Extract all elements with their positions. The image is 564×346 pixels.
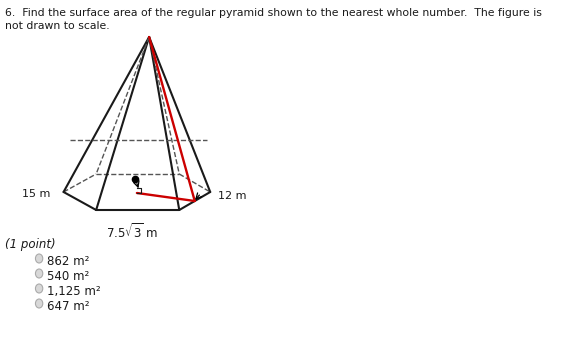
Text: 862 m²: 862 m² [47,255,90,268]
Text: $7.5\sqrt{3}$ m: $7.5\sqrt{3}$ m [106,222,158,241]
Text: 647 m²: 647 m² [47,300,90,313]
Text: 15 m: 15 m [22,189,51,199]
Circle shape [36,284,43,293]
Circle shape [36,254,43,263]
Text: 540 m²: 540 m² [47,270,90,283]
Text: 12 m: 12 m [218,191,246,201]
Text: 1,125 m²: 1,125 m² [47,285,101,298]
Circle shape [36,269,43,278]
Text: (1 point): (1 point) [5,238,55,251]
Text: 6.  Find the surface area of the regular pyramid shown to the nearest whole numb: 6. Find the surface area of the regular … [5,8,542,18]
Text: not drawn to scale.: not drawn to scale. [5,21,109,31]
Circle shape [36,299,43,308]
